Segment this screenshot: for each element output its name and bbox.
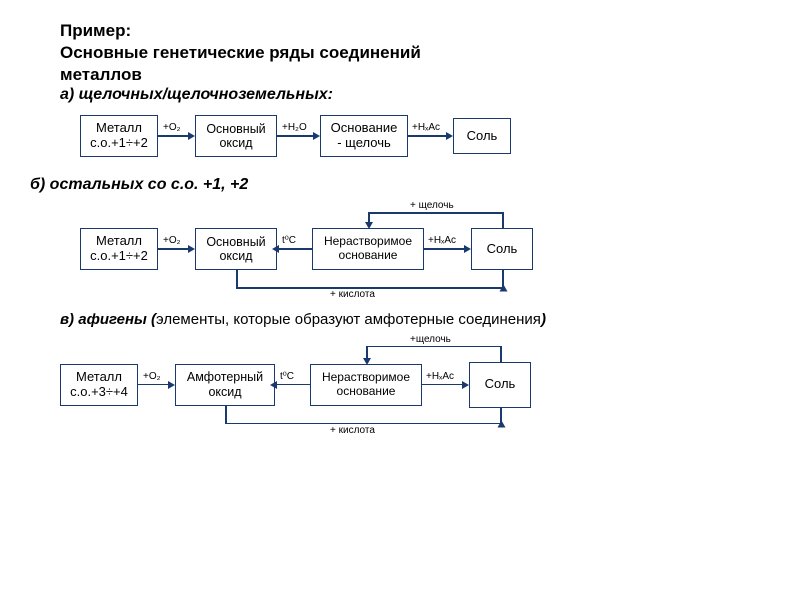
label-top-b: + щелочь — [410, 200, 454, 211]
diagram-c: Металл с.о.+3÷+4 +O₂ Амфотерный оксид t⁰… — [50, 336, 770, 436]
reagent-b2: t⁰C — [282, 235, 296, 246]
box-salt-b-text: Соль — [472, 242, 532, 257]
b-bot-v1 — [236, 270, 238, 288]
box-salt-b: Соль — [471, 228, 533, 270]
box-metal-c-l1: Металл — [61, 370, 137, 385]
box-base-l2: - щелочь — [321, 136, 407, 151]
c-top-arrow — [363, 358, 371, 365]
box-oxide: Основный оксид — [195, 115, 277, 157]
box-metal-c-l2: с.о.+3÷+4 — [61, 385, 137, 400]
arrow-c3-line — [422, 384, 464, 386]
b-top-arrow — [365, 222, 373, 229]
arrow-a2-head — [313, 132, 320, 140]
b-bot-arrow — [500, 285, 508, 292]
b-top-h — [368, 212, 503, 214]
arrow-a1-head — [188, 132, 195, 140]
header: Пример: Основные генетические ряды соеди… — [60, 20, 770, 104]
box-oxide-b-text: Основный оксид — [196, 235, 276, 264]
box-salt-c: Соль — [469, 362, 531, 408]
arrow-b1-line — [158, 248, 190, 250]
box-base-b-text: Нерастворимое основание — [313, 235, 423, 263]
c-top-h — [366, 346, 501, 348]
box-salt-c-text: Соль — [470, 377, 530, 392]
label-bot-c: + кислота — [330, 425, 375, 436]
subheading-b: б) остальных со с.о. +1, +2 — [30, 176, 770, 194]
box-oxide-c: Амфотерный оксид — [175, 364, 275, 406]
box-metal-b-l1: Металл — [81, 234, 157, 249]
box-base-c-text: Нерастворимое основание — [311, 371, 421, 399]
c-top-v1 — [500, 346, 502, 362]
box-base-l1: Основание — [321, 121, 407, 136]
subheading-a: а) щелочных/щелочноземельных: — [60, 86, 770, 104]
diagram-b: Металл с.о.+1÷+2 +O₂ Основный оксид t⁰C … — [50, 200, 770, 300]
box-base-b: Нерастворимое основание — [312, 228, 424, 270]
arrow-b1-head — [188, 245, 195, 253]
reagent-a3: +HₓAc — [412, 122, 440, 133]
box-metal-b-l2: с.о.+1÷+2 — [81, 249, 157, 264]
box-metal: Металл с.о.+1÷+2 — [80, 115, 158, 157]
reagent-a1: +O₂ — [163, 122, 181, 133]
sub-c-pre: в) афигены ( — [60, 311, 156, 328]
box-metal-c: Металл с.о.+3÷+4 — [60, 364, 138, 406]
sub-c-mid: элементы, которые образуют амфотерные со… — [156, 311, 541, 328]
box-base: Основание - щелочь — [320, 115, 408, 157]
arrow-c1-line — [138, 384, 170, 386]
reagent-c2: t⁰C — [280, 371, 294, 382]
sub-c-post: ) — [541, 311, 546, 328]
arrow-a2-line — [277, 135, 315, 137]
reagent-c1: +O₂ — [143, 371, 161, 382]
subheading-c: в) афигены (элементы, которые образуют а… — [60, 310, 770, 330]
arrow-b3-head — [464, 245, 471, 253]
diagram-a: Металл с.о.+1÷+2 +O₂ Основный оксид +H₂O… — [50, 110, 770, 166]
label-bot-b: + кислота — [330, 289, 375, 300]
box-oxide-c-text: Амфотерный оксид — [176, 370, 274, 399]
arrow-a3-line — [408, 135, 448, 137]
title: Пример: — [60, 20, 770, 42]
box-base-c: Нерастворимое основание — [310, 364, 422, 406]
arrow-a3-head — [446, 132, 453, 140]
reagent-b3: +HₓAc — [428, 235, 456, 246]
c-bot-arrow — [498, 420, 506, 427]
box-metal-l2: с.о.+1÷+2 — [81, 136, 157, 151]
arrow-b3-line — [424, 248, 466, 250]
box-salt: Соль — [453, 118, 511, 154]
box-oxide-text: Основный оксид — [196, 122, 276, 151]
arrow-c1-head — [168, 381, 175, 389]
reagent-a2: +H₂O — [282, 122, 307, 133]
heading-line3: металлов — [60, 64, 770, 86]
arrow-b2-line — [277, 248, 312, 250]
arrow-c3-head — [462, 381, 469, 389]
b-top-v1 — [502, 212, 504, 228]
reagent-b1: +O₂ — [163, 235, 181, 246]
box-salt-text: Соль — [454, 129, 510, 144]
arrow-a1-line — [158, 135, 190, 137]
arrow-b2-head — [272, 245, 279, 253]
reagent-c3: +HₓAc — [426, 371, 454, 382]
box-metal-l1: Металл — [81, 121, 157, 136]
c-bot-v1 — [225, 406, 227, 424]
box-metal-b: Металл с.о.+1÷+2 — [80, 228, 158, 270]
arrow-c2-head — [270, 381, 277, 389]
label-top-c: +щелочь — [410, 334, 451, 345]
box-oxide-b: Основный оксид — [195, 228, 277, 270]
heading-line2: Основные генетические ряды соединений — [60, 42, 770, 64]
arrow-c2-line — [275, 384, 310, 386]
